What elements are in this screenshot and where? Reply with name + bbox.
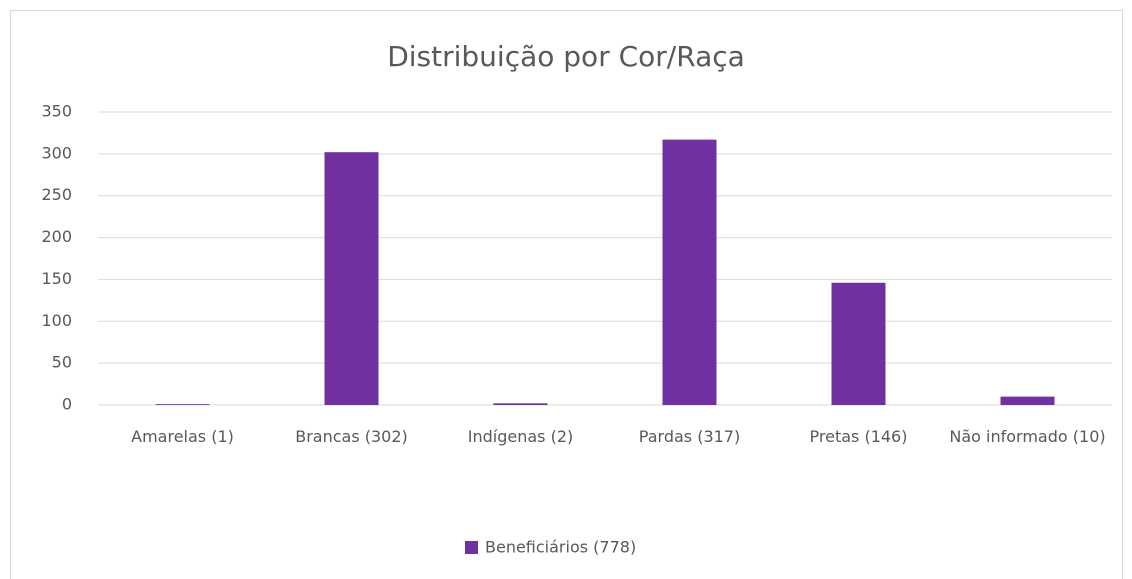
y-tick-label: 150 [41,269,72,288]
legend-swatch [465,541,478,554]
y-tick-label: 0 [62,395,72,414]
x-tick-label: Amarelas (1) [131,427,234,446]
y-tick-label: 300 [41,143,72,162]
x-tick-label: Pretas (146) [809,427,908,446]
x-tick-label: Pardas (317) [638,427,741,446]
y-tick-label: 100 [41,311,72,330]
bar [493,403,548,405]
bar [155,404,210,405]
x-tick-label: Indígenas (2) [467,427,574,446]
bar [662,139,717,405]
chart-frame [10,10,1123,579]
y-tick-label: 250 [41,185,72,204]
y-tick-label: 200 [41,227,72,246]
bar [324,152,379,405]
legend-label: Beneficiários (778) [485,538,636,557]
x-tick-label: Não informado (10) [949,427,1106,446]
bar [831,282,886,405]
bar [1000,396,1055,405]
y-tick-label: 50 [52,353,72,372]
x-tick-label: Brancas (302) [295,427,408,446]
chart-title: Distribuição por Cor/Raça [387,40,745,73]
y-tick-label: 350 [41,102,72,121]
